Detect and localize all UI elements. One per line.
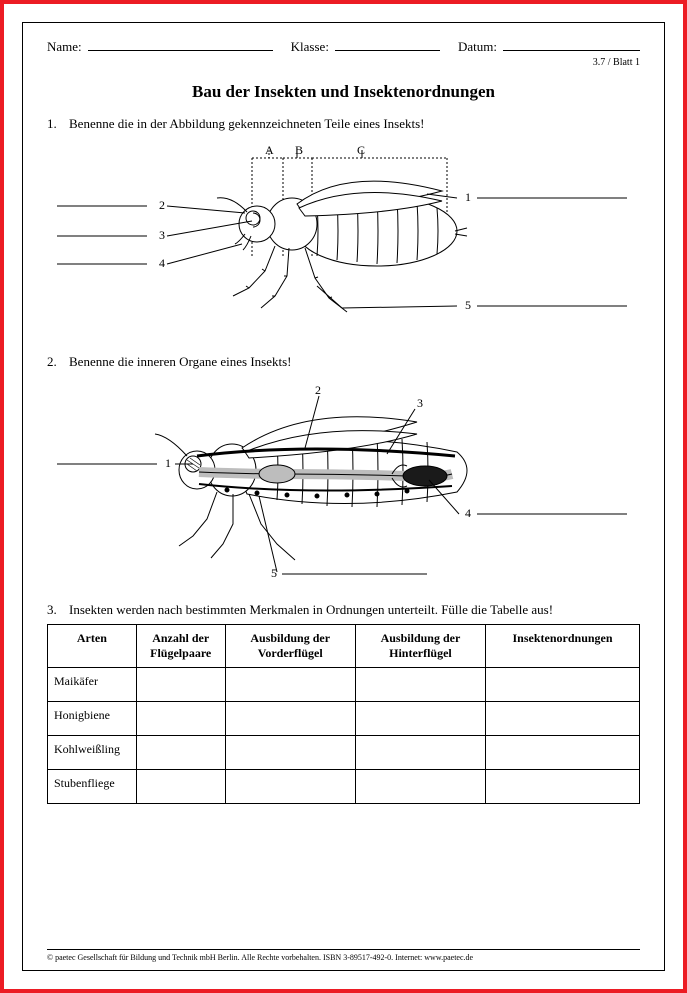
q3-num: 3. [47,602,61,618]
insect-external-svg: 2 3 4 A B C 1 5 [47,136,637,336]
cell[interactable] [136,702,225,736]
table-row: Kohlweißling [48,736,640,770]
th-arten: Arten [48,625,137,668]
label-C: C [357,143,365,157]
page-reference: 3.7 / Blatt 1 [47,57,640,68]
table-row: Maikäfer [48,668,640,702]
name-label: Name: [47,39,82,55]
outer-border: Name: Klasse: Datum: 3.7 / Blatt 1 Bau d… [0,0,687,993]
worksheet-page: Name: Klasse: Datum: 3.7 / Blatt 1 Bau d… [22,22,665,971]
label-1: 1 [465,190,471,204]
cell[interactable] [355,702,485,736]
klasse-underline[interactable] [335,37,440,51]
q2-text: Benenne die inneren Organe eines Insekts… [69,354,292,370]
label-3: 3 [159,228,165,242]
figure-1: 2 3 4 A B C 1 5 [47,136,640,336]
figure-2: 1 2 3 4 5 [47,374,640,584]
q3-row: 3. Insekten werden nach bestimmten Merkm… [47,602,640,618]
q1-num: 1. [47,116,61,132]
cell[interactable] [355,736,485,770]
insect-internal-svg: 1 2 3 4 5 [47,374,637,584]
cell[interactable] [355,770,485,804]
th-ordnungen: Insektenordnungen [486,625,640,668]
cell-arten: Maikäfer [48,668,137,702]
orders-table: Arten Anzahl der Flügelpaare Ausbildung … [47,624,640,804]
label-B: B [295,143,303,157]
page-title: Bau der Insekten und Insektenordnungen [47,82,640,102]
cell[interactable] [355,668,485,702]
q2-num: 2. [47,354,61,370]
th-hinterfluegel: Ausbildung der Hinterflügel [355,625,485,668]
header-row: Name: Klasse: Datum: [47,37,640,55]
table-header-row: Arten Anzahl der Flügelpaare Ausbildung … [48,625,640,668]
cell-arten: Stubenfliege [48,770,137,804]
klasse-label: Klasse: [291,39,329,55]
table-row: Stubenfliege [48,770,640,804]
datum-underline[interactable] [503,37,640,51]
cell[interactable] [225,668,355,702]
cell-arten: Honigbiene [48,702,137,736]
cell[interactable] [136,736,225,770]
q2-row: 2. Benenne die inneren Organe eines Inse… [47,354,640,370]
label-5: 5 [465,298,471,312]
datum-label: Datum: [458,39,497,55]
footer-text: © paetec Gesellschaft für Bildung und Te… [47,949,640,962]
cell[interactable] [225,702,355,736]
cell[interactable] [486,736,640,770]
q1-text: Benenne die in der Abbildung gekennzeich… [69,116,425,132]
table-row: Honigbiene [48,702,640,736]
th-vorderfluegel: Ausbildung der Vorderflügel [225,625,355,668]
th-fluegelpaare: Anzahl der Flügelpaare [136,625,225,668]
cell[interactable] [486,702,640,736]
q2-label-2: 2 [315,383,321,397]
name-underline[interactable] [88,37,273,51]
label-2: 2 [159,198,165,212]
q2-label-1: 1 [165,456,171,470]
q1-row: 1. Benenne die in der Abbildung gekennze… [47,116,640,132]
cell[interactable] [136,668,225,702]
cell[interactable] [136,770,225,804]
cell-arten: Kohlweißling [48,736,137,770]
label-4: 4 [159,256,165,270]
q2-label-4: 4 [465,506,471,520]
q2-label-3: 3 [417,396,423,410]
cell[interactable] [225,770,355,804]
cell[interactable] [486,770,640,804]
cell[interactable] [486,668,640,702]
q3-text: Insekten werden nach bestimmten Merkmale… [69,602,553,618]
cell[interactable] [225,736,355,770]
